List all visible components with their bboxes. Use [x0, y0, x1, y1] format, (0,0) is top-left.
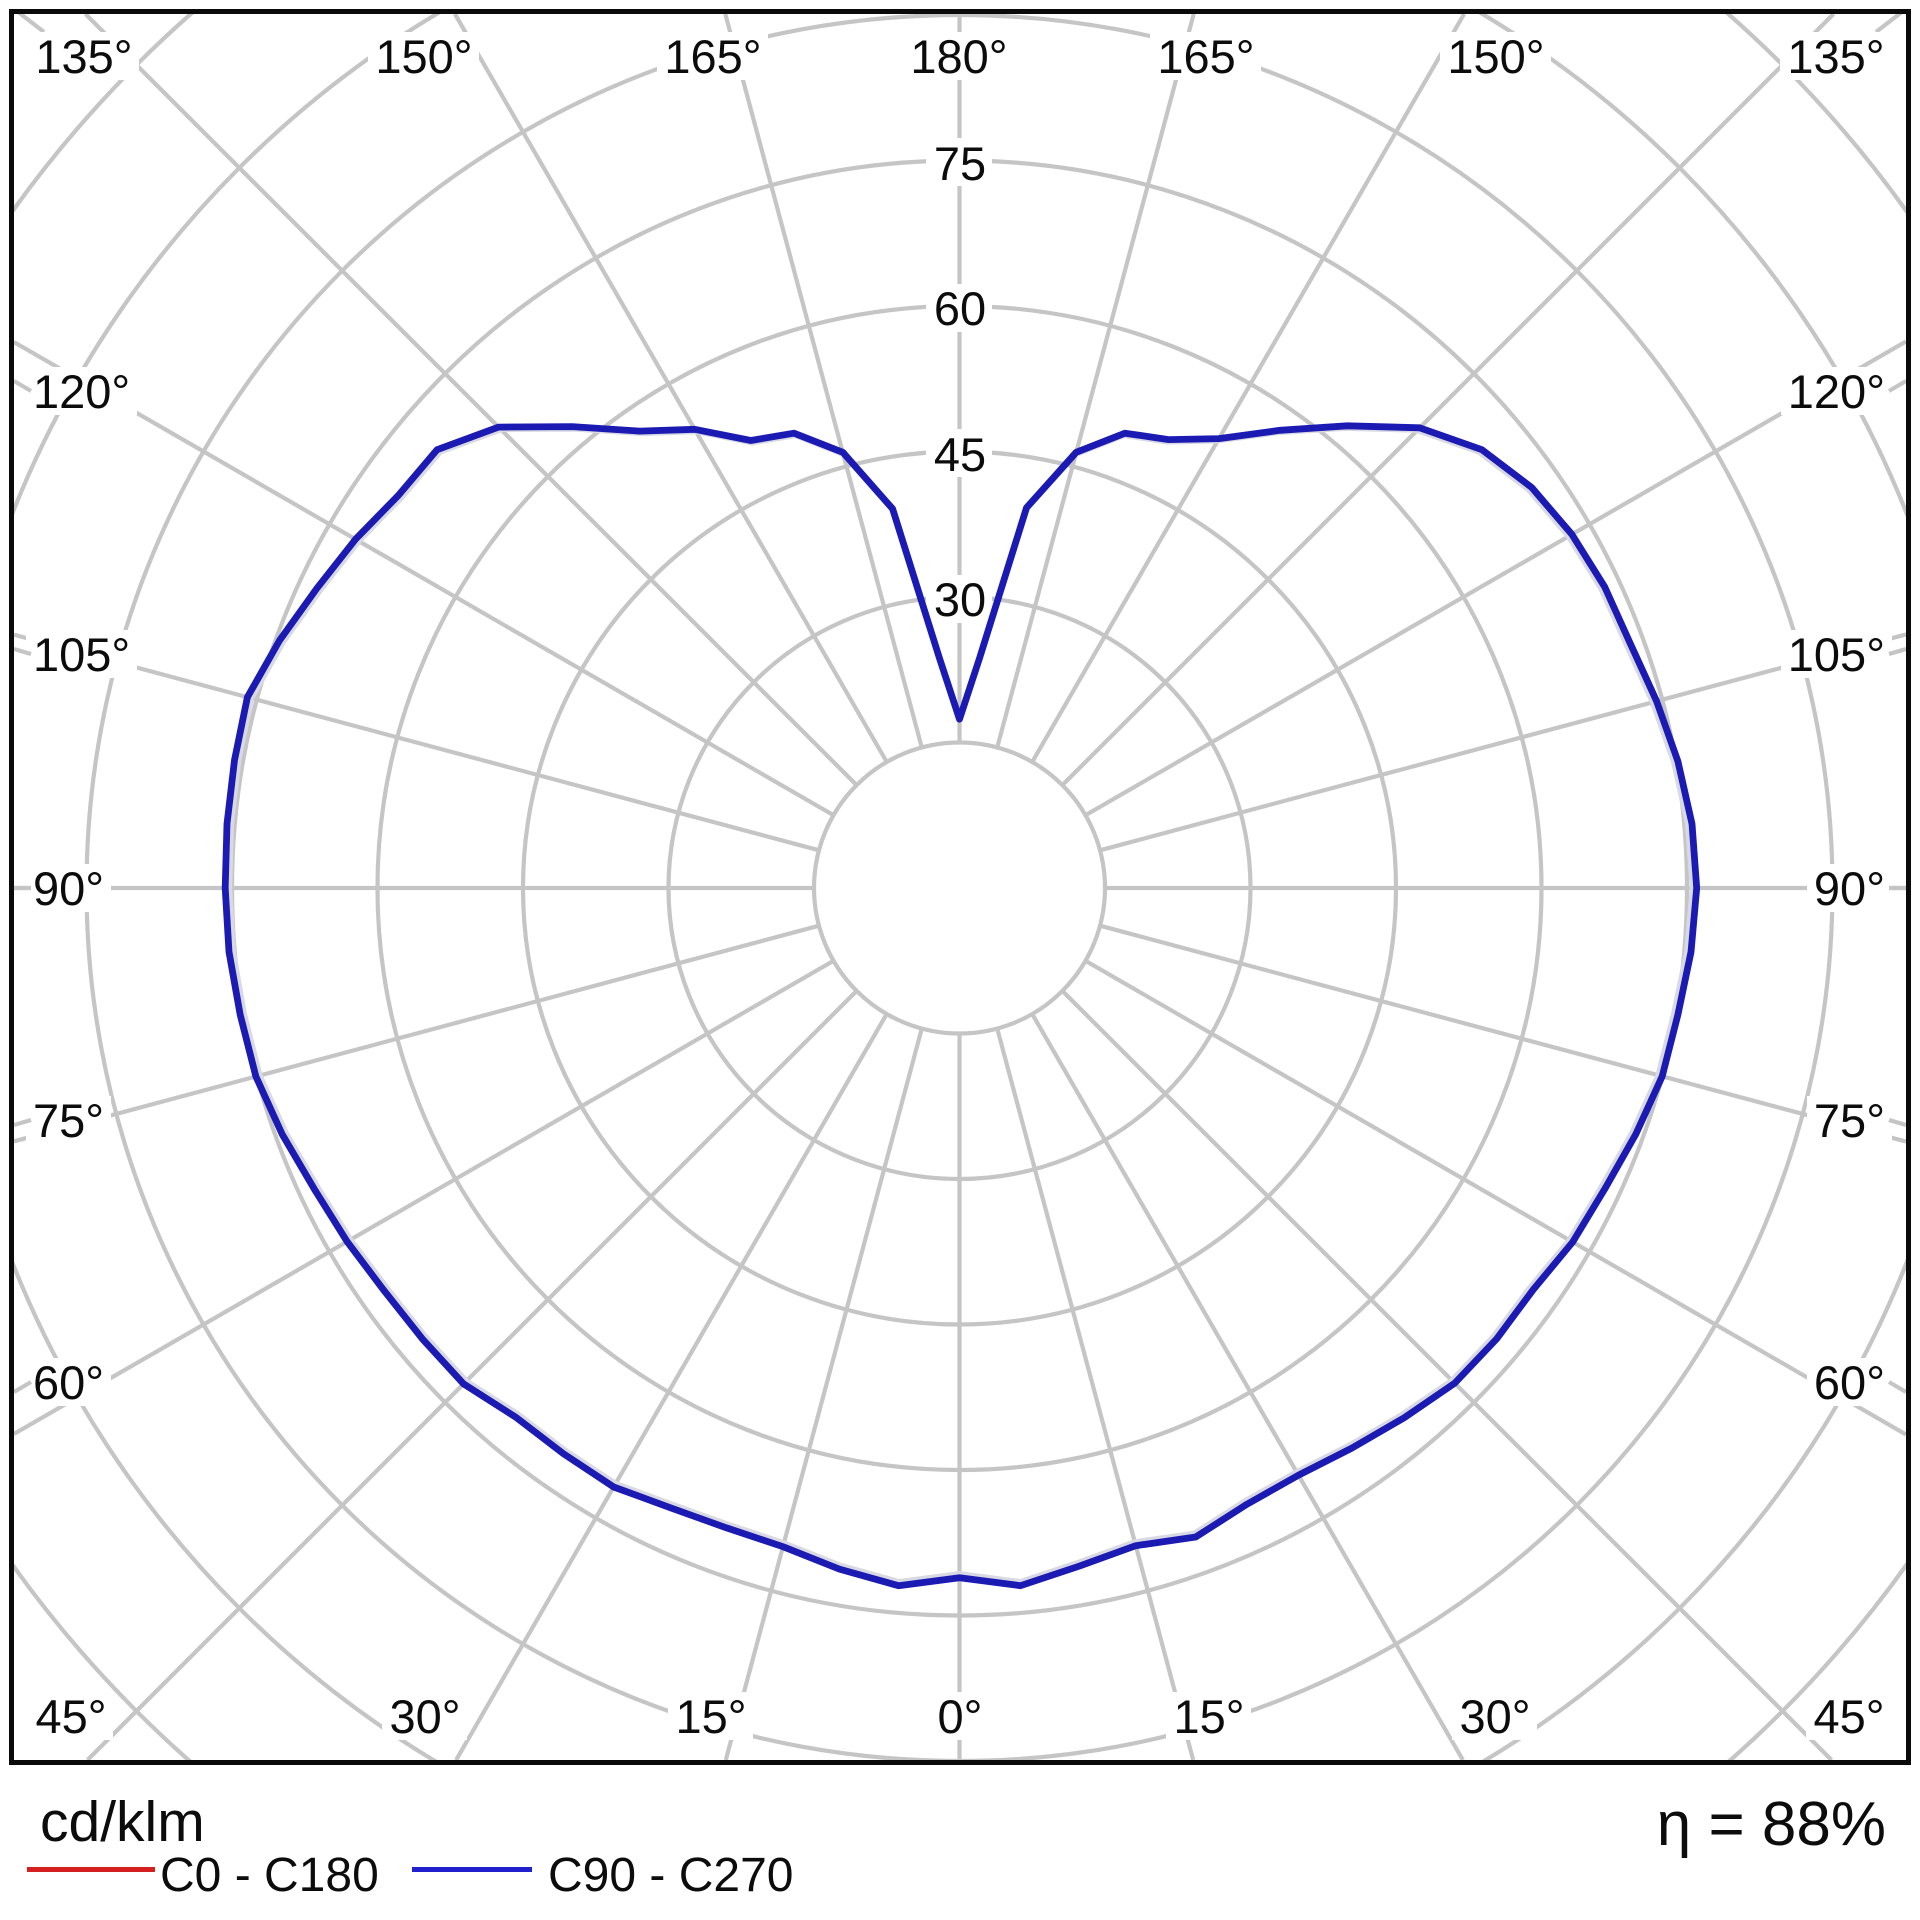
svg-text:60: 60: [934, 282, 986, 335]
svg-text:30°: 30°: [1459, 1690, 1530, 1743]
svg-text:135°: 135°: [1787, 30, 1884, 83]
svg-text:150°: 150°: [375, 30, 472, 83]
svg-text:105°: 105°: [33, 628, 130, 681]
svg-text:180°: 180°: [910, 30, 1007, 83]
svg-text:45: 45: [934, 428, 986, 481]
svg-text:15°: 15°: [675, 1690, 746, 1743]
svg-text:C90 - C270: C90 - C270: [548, 1849, 793, 1902]
svg-text:45°: 45°: [1813, 1690, 1884, 1743]
svg-text:45°: 45°: [35, 1690, 106, 1743]
svg-text:75°: 75°: [33, 1094, 104, 1147]
svg-text:30: 30: [934, 573, 986, 626]
svg-text:120°: 120°: [33, 365, 130, 418]
svg-text:C0 - C180: C0 - C180: [160, 1849, 379, 1902]
svg-text:150°: 150°: [1447, 30, 1544, 83]
svg-text:60°: 60°: [33, 1356, 104, 1409]
svg-text:165°: 165°: [664, 30, 761, 83]
svg-text:165°: 165°: [1157, 30, 1254, 83]
svg-text:90°: 90°: [1814, 862, 1885, 915]
svg-text:75: 75: [934, 137, 986, 190]
svg-text:0°: 0°: [938, 1690, 983, 1743]
svg-text:120°: 120°: [1788, 365, 1885, 418]
svg-text:15°: 15°: [1173, 1690, 1244, 1743]
svg-text:cd/klm: cd/klm: [40, 1790, 205, 1854]
svg-text:90°: 90°: [33, 862, 104, 915]
svg-text:135°: 135°: [35, 30, 132, 83]
svg-text:η = 88%: η = 88%: [1657, 1790, 1886, 1859]
svg-text:105°: 105°: [1788, 628, 1885, 681]
svg-text:30°: 30°: [389, 1690, 460, 1743]
svg-text:60°: 60°: [1814, 1356, 1885, 1409]
svg-text:75°: 75°: [1814, 1094, 1885, 1147]
